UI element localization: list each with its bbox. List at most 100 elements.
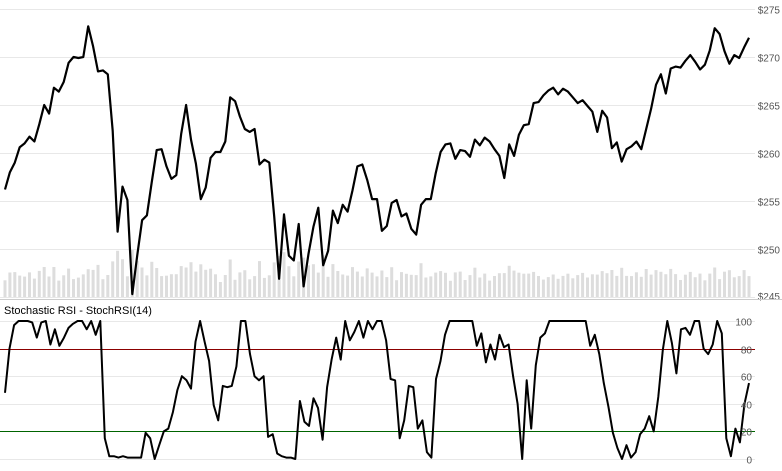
- volume-bar: [238, 272, 242, 297]
- volume-bar: [67, 268, 71, 297]
- volume-bar: [512, 270, 516, 297]
- volume-bar: [522, 273, 526, 297]
- price-series: [3, 25, 750, 296]
- volume-bar: [3, 280, 7, 298]
- volume-bar: [395, 280, 399, 297]
- volume-bar: [218, 282, 222, 297]
- volume-bar: [155, 268, 159, 297]
- stochrsi-panel-title: Stochastic RSI - StochRSI(14): [4, 305, 152, 317]
- volume-bar: [282, 252, 286, 297]
- volume-bar: [493, 276, 496, 297]
- volume-bar: [8, 272, 12, 297]
- volume-bar: [101, 279, 105, 297]
- volume-bar: [385, 277, 389, 297]
- volume-bar: [688, 271, 692, 297]
- volume-bar: [458, 271, 462, 297]
- volume-bar: [404, 273, 408, 297]
- volume-bar: [610, 270, 614, 297]
- volume-bar: [698, 273, 702, 297]
- stochrsi-axis-tick-labels: 0 20 40 60 80 100: [735, 318, 752, 467]
- volume-bar: [214, 274, 217, 297]
- volume-bar: [365, 268, 369, 297]
- volume-bar: [307, 265, 310, 297]
- volume-bar: [272, 262, 276, 297]
- volume-bar: [204, 269, 208, 297]
- volume-bar: [47, 276, 51, 297]
- volume-bar: [669, 268, 673, 297]
- volume-bar: [86, 269, 90, 297]
- volume-bar: [135, 260, 139, 297]
- price-tick-label: $260: [758, 150, 781, 161]
- volume-bar: [57, 280, 61, 297]
- volume-bar: [674, 274, 678, 297]
- volume-bar: [664, 274, 668, 297]
- volume-bar: [81, 274, 85, 297]
- volume-bar: [517, 272, 521, 297]
- volume-bar: [708, 273, 712, 297]
- volume-bar: [742, 270, 746, 297]
- volume-bar: [28, 272, 31, 297]
- volume-bar: [625, 275, 629, 297]
- volume-bar: [121, 259, 124, 297]
- volume-bar: [703, 280, 707, 298]
- volume-bar: [18, 275, 22, 297]
- volume-bar: [37, 270, 41, 297]
- volume-bar: [634, 272, 638, 298]
- volume-bar: [581, 272, 585, 297]
- volume-bar: [189, 262, 193, 297]
- volume-bar: [253, 276, 257, 297]
- volume-bar: [258, 261, 261, 297]
- volume-bar: [620, 267, 624, 297]
- volume-bar: [346, 275, 350, 297]
- volume-bar: [600, 271, 604, 297]
- volume-bar: [311, 264, 315, 297]
- volume-bar: [541, 279, 545, 297]
- price-tick-label: $255: [758, 198, 781, 209]
- volume-bar: [76, 277, 80, 297]
- volume-bar: [527, 273, 531, 297]
- stochrsi-tick-label: 0: [746, 456, 752, 467]
- volume-bar: [145, 275, 149, 297]
- volume-bar: [654, 270, 658, 297]
- volume-bar: [341, 274, 345, 297]
- volume-bar: [429, 276, 433, 297]
- volume-bar: [321, 255, 325, 297]
- volume-bar: [375, 276, 379, 297]
- volume-bar: [233, 279, 237, 297]
- volume-bar: [439, 271, 443, 297]
- volume-bar: [424, 277, 428, 297]
- volume-bar: [228, 259, 232, 297]
- volume-bar: [683, 274, 687, 297]
- price-line: [3, 25, 750, 296]
- volume-bar: [747, 276, 751, 297]
- volume-bar: [453, 272, 457, 297]
- volume-bar: [561, 275, 565, 297]
- volume-bar: [468, 275, 472, 297]
- volume-bar: [566, 273, 570, 297]
- volume-bar: [546, 277, 550, 297]
- volume-bar: [351, 267, 354, 297]
- volume-bar: [409, 274, 413, 297]
- volume-bar: [434, 272, 438, 297]
- volume-bar: [194, 271, 198, 297]
- volume-bar: [179, 266, 183, 297]
- volume-bar: [463, 280, 467, 297]
- volume-bar: [586, 277, 589, 297]
- stochrsi-tick-label: 40: [741, 401, 753, 412]
- volume-bar: [551, 274, 555, 297]
- stochrsi-line: [4, 320, 750, 460]
- volume-bar: [370, 272, 374, 297]
- volume-bar: [556, 278, 560, 297]
- price-tick-label: $275: [758, 6, 781, 17]
- volume-bar: [165, 275, 168, 297]
- volume-bar: [184, 267, 188, 297]
- volume-bar: [248, 279, 252, 297]
- volume-bar: [355, 271, 359, 297]
- volume-bar: [72, 279, 75, 297]
- volume-bar: [262, 277, 266, 297]
- volume-bar: [140, 267, 144, 297]
- volume-bar: [267, 275, 271, 297]
- volume-bar: [590, 274, 594, 297]
- volume-bar: [23, 276, 27, 297]
